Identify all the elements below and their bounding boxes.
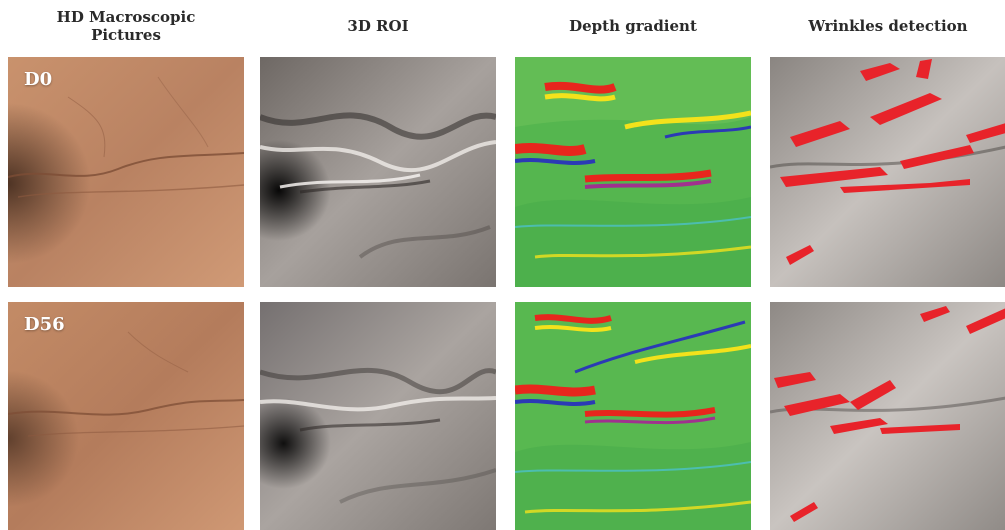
- depth-gradient-d0: [515, 57, 751, 287]
- column-header-macroscopic-line1: HD Macroscopic: [56, 8, 196, 26]
- column-header-macroscopic-line2: Pictures: [91, 26, 161, 44]
- day-label-d0: D0: [24, 69, 53, 90]
- 3d-roi-d56: [260, 302, 496, 530]
- macroscopic-photo-d0: D0: [8, 57, 244, 287]
- column-header-wrinkles-detection: Wrinkles detection: [808, 17, 968, 35]
- wrinkles-detection-d0: [770, 57, 1005, 287]
- column-header-macroscopic: HD Macroscopic Pictures: [8, 0, 244, 52]
- macroscopic-photo-d56: D56: [8, 302, 244, 530]
- column-header-3d-roi: 3D ROI: [347, 17, 409, 35]
- depth-gradient-d56: [515, 302, 751, 530]
- 3d-roi-d0: [260, 57, 496, 287]
- wrinkles-detection-d56: [770, 302, 1005, 530]
- column-header-depth-gradient: Depth gradient: [569, 17, 697, 35]
- day-label-d56: D56: [24, 314, 65, 335]
